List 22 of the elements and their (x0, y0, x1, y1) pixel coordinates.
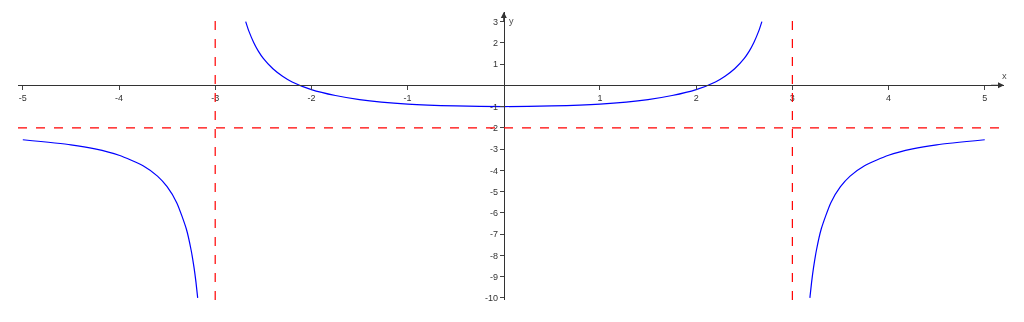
x-tick-label: -5 (18, 93, 27, 104)
x-tick-label: 3 (789, 93, 795, 104)
y-tick-label: -4 (489, 165, 498, 176)
x-tick-label: 2 (693, 93, 699, 104)
y-tick-label: -8 (489, 250, 498, 261)
x-tick-label: 5 (982, 93, 988, 104)
y-tick-label: -10 (484, 293, 498, 304)
y-tick-label: -5 (489, 186, 498, 197)
y-tick-label: 3 (492, 16, 498, 27)
x-tick-label: -4 (114, 93, 124, 104)
y-tick-label: 2 (492, 37, 498, 48)
x-tick-label: 4 (886, 93, 892, 104)
x-tick-label: -1 (403, 93, 412, 104)
y-tick-label: -6 (489, 208, 498, 219)
y-tick-label: -7 (489, 229, 498, 240)
y-tick-label: 1 (492, 59, 498, 70)
y-axis-title: y (509, 14, 514, 27)
x-tick-label: -2 (307, 93, 316, 104)
y-tick-label: -9 (489, 271, 498, 282)
x-tick-label: 1 (597, 93, 603, 104)
y-tick-label: -3 (489, 144, 498, 155)
x-axis-title: x (1002, 69, 1007, 82)
